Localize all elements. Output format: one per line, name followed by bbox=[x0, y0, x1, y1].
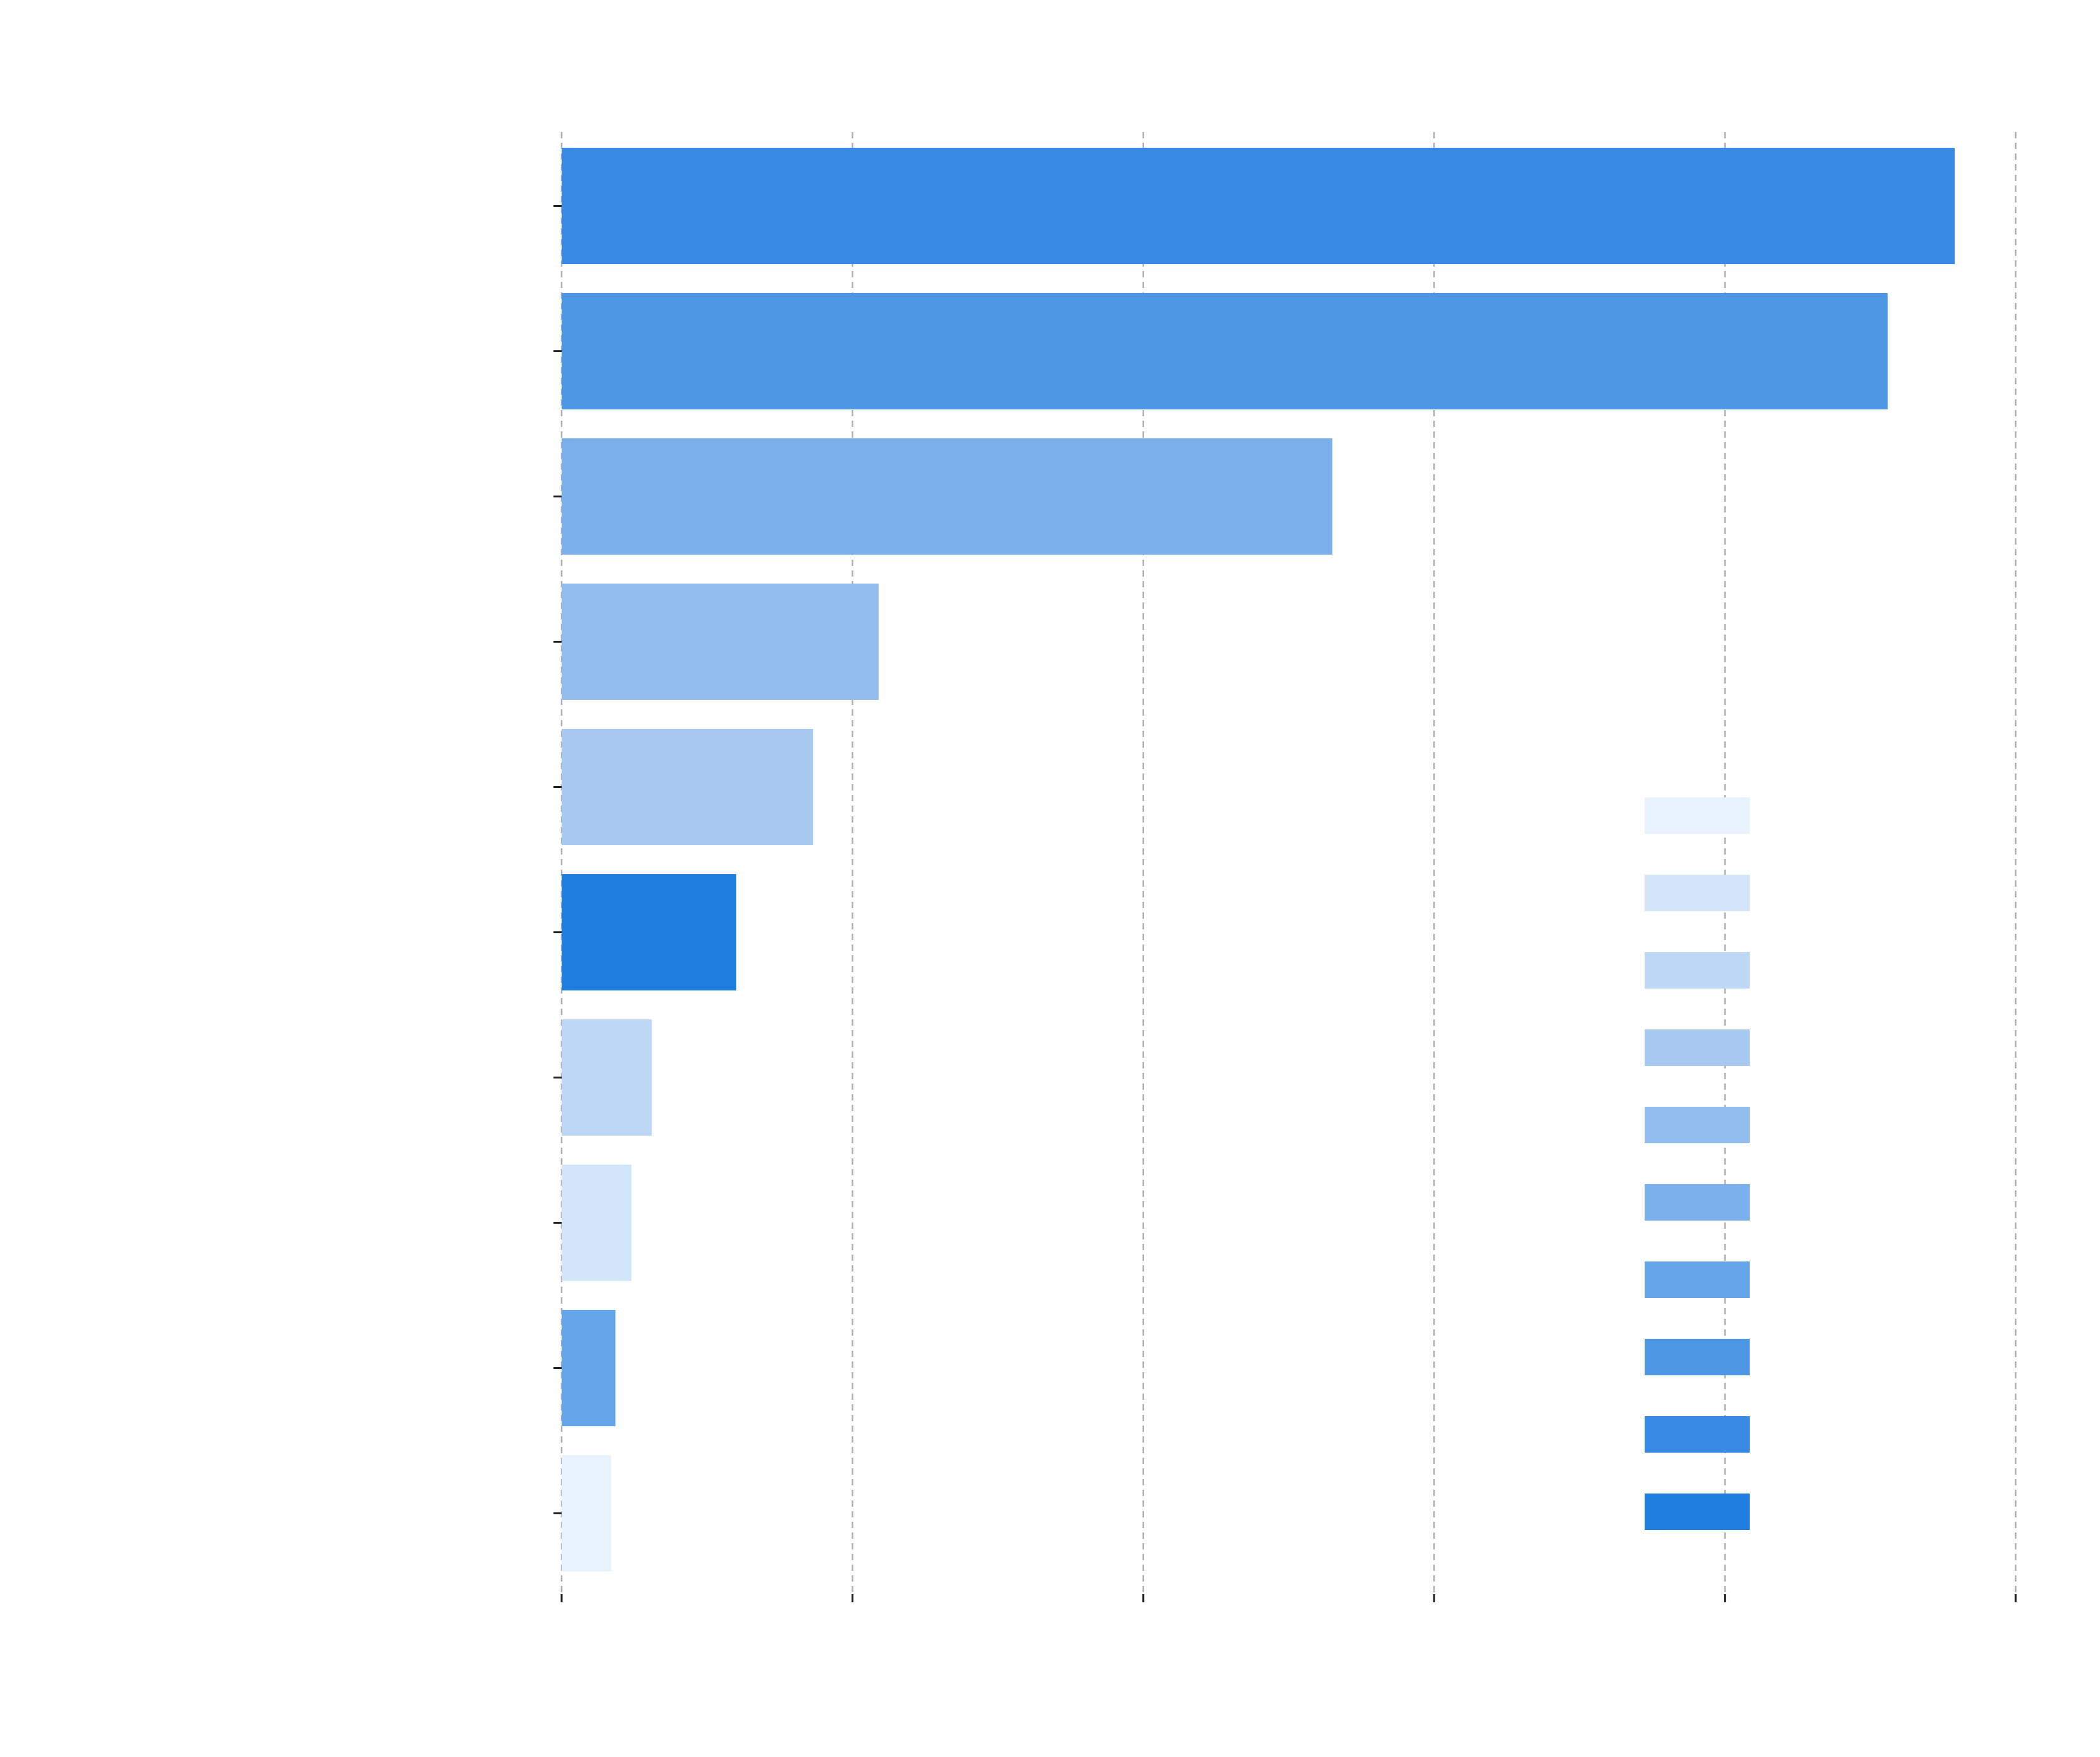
bar-0 bbox=[562, 148, 1955, 264]
bar-8 bbox=[562, 1310, 616, 1426]
legend-swatch-9 bbox=[1645, 1494, 1750, 1530]
axes bbox=[553, 205, 2017, 1602]
legend-swatch-6 bbox=[1645, 1261, 1750, 1298]
bars bbox=[562, 148, 1955, 1571]
bar-5 bbox=[562, 874, 736, 990]
legend-swatch-5 bbox=[1645, 1184, 1750, 1221]
bar-3 bbox=[562, 584, 879, 700]
grid-lines bbox=[560, 132, 2017, 1594]
legend-swatch-8 bbox=[1645, 1416, 1750, 1453]
legend bbox=[1645, 797, 1750, 1530]
legend-swatch-1 bbox=[1645, 875, 1750, 911]
legend-swatch-2 bbox=[1645, 952, 1750, 989]
legend-swatch-3 bbox=[1645, 1029, 1750, 1066]
legend-swatch-7 bbox=[1645, 1339, 1750, 1375]
bar-6 bbox=[562, 1019, 652, 1136]
bar-7 bbox=[562, 1165, 631, 1281]
bar-2 bbox=[562, 438, 1333, 555]
bar-9 bbox=[562, 1455, 611, 1571]
legend-swatch-0 bbox=[1645, 797, 1750, 834]
bar-4 bbox=[562, 729, 813, 845]
bar-1 bbox=[562, 293, 1888, 409]
legend-swatch-4 bbox=[1645, 1107, 1750, 1143]
